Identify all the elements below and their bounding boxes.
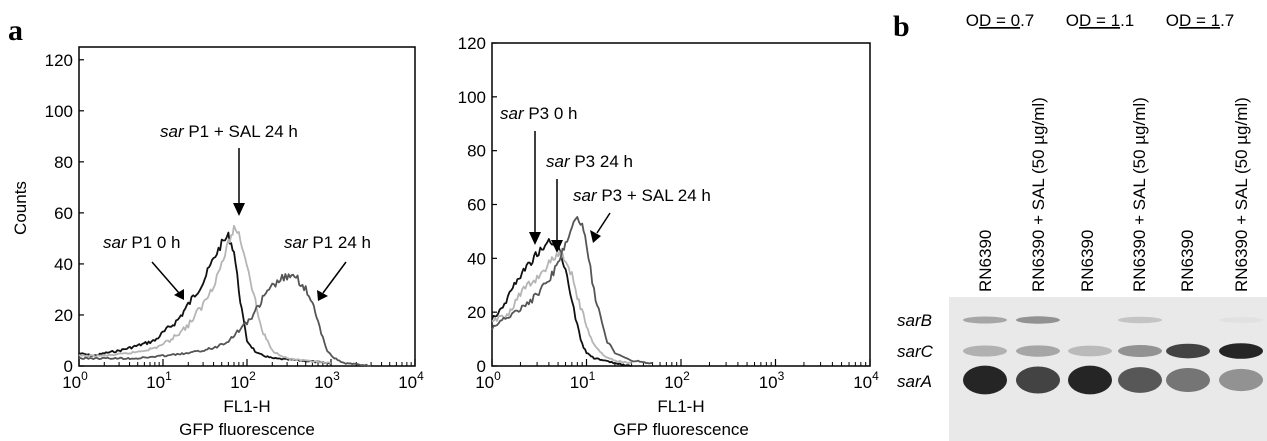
band-sarB-lane-1 — [963, 316, 1007, 324]
od-header-0: OD = 0.7 — [966, 11, 1035, 30]
band-sarC-lane-4 — [1118, 344, 1162, 358]
band-label-sarC: sarC — [897, 342, 934, 361]
y-tick-label: 20 — [54, 306, 73, 325]
annotations-chart-2: sar P3 0 h sar P3 24 h sar P3 + SAL 24 h — [500, 104, 711, 253]
series-group-2 — [491, 216, 653, 367]
x-tick-label: 102 — [230, 369, 256, 392]
band-sarB-lane-2 — [1016, 316, 1060, 324]
y-tick-label: 40 — [467, 249, 486, 268]
band-sarC-lane-5 — [1166, 343, 1210, 359]
panel-label-a: a — [8, 14, 23, 47]
histogram-chart-1: 0 20 40 60 80 100 120 100 101 102 103 104 FL1-H GF… — [11, 46, 424, 439]
northern-blot-panel: OD = 0.7 OD = 1.1 OD = 1.7 RN6390 RN6390 + … — [897, 11, 1267, 441]
arrow-head-p1-24h — [317, 290, 328, 301]
y-tick-label: 0 — [477, 357, 486, 376]
annotation-p3-0h: sar P3 0 h — [500, 104, 578, 123]
y-tick-label: 120 — [45, 51, 73, 70]
x-axis-sublabel-2: GFP fluorescence — [613, 420, 749, 439]
y-ticks-2: 0 20 40 60 80 100 120 — [458, 34, 497, 376]
series-line-sar-p1-sal-24-h — [78, 224, 332, 365]
od-header-1: OD = 1.1 — [1066, 11, 1135, 30]
y-ticks-1: 0 20 40 60 80 100 120 — [45, 51, 84, 376]
od-headers: OD = 0.7 OD = 1.1 OD = 1.7 — [966, 11, 1235, 30]
y-tick-label: 80 — [467, 142, 486, 161]
lane-label-5: RN6390 — [1178, 230, 1197, 292]
series-group-1 — [78, 224, 372, 367]
band-sarA-lane-2 — [1016, 366, 1060, 394]
x-axis-label-2: FL1-H — [657, 397, 704, 416]
histogram-chart-2: 0 20 40 60 80 100 120 100 101 102 103 104 FL1-H GF… — [458, 34, 879, 439]
arrow-head-p1-sal — [233, 203, 245, 216]
band-sarC-lane-1 — [963, 345, 1007, 357]
band-sarC-lane-3 — [1068, 345, 1112, 357]
x-tick-label: 100 — [62, 369, 88, 392]
x-tick-label: 104 — [398, 369, 424, 392]
band-sarA-lane-5 — [1166, 368, 1210, 392]
y-tick-label: 80 — [54, 153, 73, 172]
band-sarA-lane-1 — [963, 365, 1007, 395]
x-tick-label: 103 — [314, 369, 340, 392]
y-tick-label: 0 — [64, 357, 73, 376]
x-ticks-1: 100 101 102 103 104 — [62, 359, 424, 392]
arrow-line-p1-24h — [322, 261, 347, 294]
band-sarB-lane-4 — [1118, 316, 1162, 324]
annotation-p1-24h: sar P1 24 h — [284, 233, 371, 252]
x-axis-label-1: FL1-H — [223, 397, 270, 416]
y-tick-label: 40 — [54, 255, 73, 274]
od-header-2: OD = 1.7 — [1166, 11, 1235, 30]
y-tick-label: 20 — [467, 303, 486, 322]
band-sarA-lane-4 — [1118, 367, 1162, 393]
band-sarC-lane-2 — [1016, 345, 1060, 357]
y-tick-label: 100 — [45, 102, 73, 121]
x-tick-label: 104 — [853, 369, 879, 392]
x-tick-label: 103 — [759, 369, 785, 392]
x-tick-label: 100 — [475, 369, 501, 392]
lane-label-6: RN6390 + SAL (50 µg/ml) — [1232, 97, 1251, 292]
y-tick-label: 120 — [458, 34, 486, 53]
y-tick-label: 60 — [467, 196, 486, 215]
band-sarA-lane-3 — [1068, 365, 1112, 395]
series-line-sar-p1-0-h — [78, 231, 331, 365]
x-tick-label: 101 — [146, 369, 172, 392]
arrow-line-p3-sal — [596, 212, 611, 234]
annotation-p3-sal-24h: sar P3 + SAL 24 h — [573, 186, 711, 205]
annotations-chart-1: sar P1 + SAL 24 h sar P1 0 h sar P1 24 h — [103, 122, 371, 301]
series-line-sar-p1-24-h — [78, 273, 372, 367]
arrow-head-p1-0h — [174, 289, 184, 300]
panel-label-b: b — [893, 10, 910, 43]
lane-label-1: RN6390 — [976, 230, 995, 292]
plot-frame-1 — [78, 46, 416, 367]
annotation-p1-sal-24h: sar P1 + SAL 24 h — [160, 122, 298, 141]
blot-bands — [963, 316, 1263, 395]
y-tick-label: 100 — [458, 88, 486, 107]
x-axis-sublabel-1: GFP fluorescence — [179, 420, 315, 439]
arrow-head-p3-sal — [590, 230, 601, 243]
y-axis-label-1: Counts — [11, 181, 30, 235]
band-sarA-lane-6 — [1219, 368, 1263, 392]
y-tick-label: 60 — [54, 204, 73, 223]
band-sarB-lane-6 — [1219, 317, 1263, 323]
arrow-head-p3-0h — [529, 232, 541, 245]
band-sarC-lane-6 — [1219, 343, 1263, 359]
arrow-line-p1-0h — [151, 261, 180, 294]
x-ticks-2: 100 101 102 103 104 — [475, 359, 879, 392]
lane-label-4: RN6390 + SAL (50 µg/ml) — [1130, 97, 1149, 292]
arrow-head-p3-24h — [551, 240, 563, 253]
annotation-p1-0h: sar P1 0 h — [103, 233, 181, 252]
band-label-sarB: sarB — [897, 311, 932, 330]
lane-labels: RN6390 RN6390 + SAL (50 µg/ml) RN6390 RN639… — [976, 97, 1251, 292]
x-tick-label: 102 — [664, 369, 690, 392]
lane-label-3: RN6390 — [1078, 230, 1097, 292]
annotation-p3-24h: sar P3 24 h — [546, 152, 633, 171]
lane-label-2: RN6390 + SAL (50 µg/ml) — [1029, 97, 1048, 292]
series-line-sar-p3-sal-24-h — [491, 216, 653, 365]
x-tick-label: 101 — [570, 369, 596, 392]
band-label-sarA: sarA — [897, 372, 932, 391]
